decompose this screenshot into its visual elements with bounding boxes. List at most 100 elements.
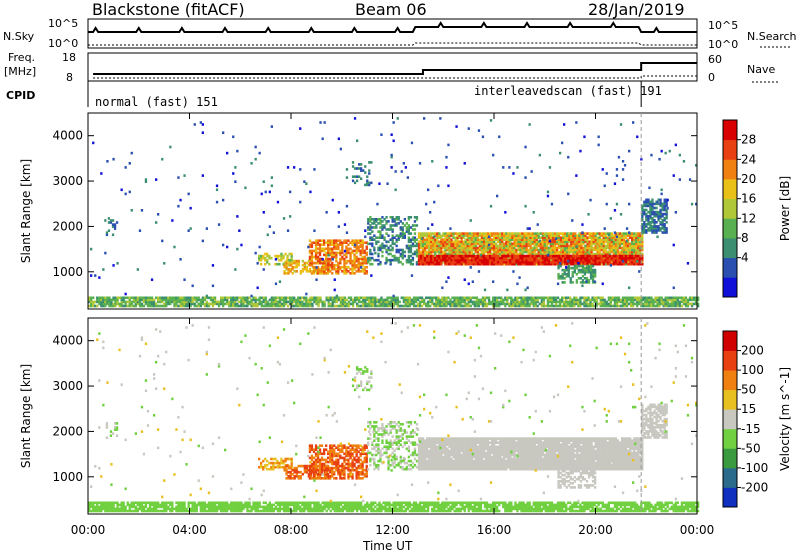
heatmap-cell [555, 250, 559, 254]
heatmap-cell [401, 228, 404, 231]
heatmap-cell [628, 231, 631, 234]
heatmap-cell [659, 229, 662, 232]
heatmap-cell [531, 260, 534, 264]
heatmap-cell [415, 216, 419, 219]
heatmap-cell [503, 242, 506, 246]
heatmap-cell [458, 250, 461, 254]
heatmap-cell [592, 258, 595, 262]
heatmap-cell [608, 254, 611, 258]
heatmap-cell [554, 304, 558, 308]
heatmap-cell [104, 219, 107, 222]
heatmap-cell [495, 234, 498, 237]
heatmap-cell [468, 238, 471, 241]
heatmap-cell [473, 296, 476, 300]
heatmap-cell [370, 300, 373, 304]
heatmap-cell [565, 268, 568, 272]
heatmap-cell [380, 133, 383, 136]
heatmap-cell [301, 267, 304, 271]
heatmap-cell [260, 304, 263, 308]
heatmap-cell [366, 296, 369, 300]
heatmap-cell [371, 226, 374, 229]
heatmap-cell [526, 304, 529, 308]
heatmap-cell [397, 256, 400, 260]
heatmap-cell [610, 232, 613, 235]
heatmap-cell [450, 238, 453, 241]
heatmap-cell [397, 260, 400, 264]
heatmap-cell [651, 198, 654, 202]
heatmap-cell [497, 260, 500, 264]
heatmap-cell [163, 296, 166, 300]
heatmap-cell [621, 298, 625, 302]
heatmap-cell [314, 243, 318, 246]
heatmap-cell [649, 208, 652, 212]
heatmap-cell [308, 257, 312, 261]
heatmap-cell [510, 304, 513, 308]
heatmap-cell [584, 244, 587, 248]
heatmap-cell [620, 250, 624, 254]
heatmap-cell [371, 262, 374, 266]
heatmap-cell [560, 232, 563, 235]
heatmap-cell [659, 208, 662, 212]
heatmap-cell [505, 248, 508, 252]
heatmap-cell [642, 298, 645, 302]
heatmap-cell [692, 296, 696, 300]
heatmap-cell [402, 300, 405, 304]
heatmap-cell [405, 222, 408, 225]
heatmap-cell [664, 302, 667, 306]
plot-title-station: Blackstone (fitACF) [92, 0, 245, 19]
heatmap-cell [612, 262, 616, 266]
heatmap-cell [509, 232, 512, 235]
heatmap-cell [370, 302, 373, 306]
colorbar-segment [723, 179, 737, 200]
heatmap-cell [264, 300, 267, 304]
heatmap-cell [478, 234, 482, 237]
heatmap-cell [606, 254, 609, 258]
heatmap-cell [361, 263, 364, 267]
heatmap-cell [657, 202, 660, 206]
heatmap-cell [527, 234, 530, 237]
heatmap-cell [574, 240, 577, 244]
heatmap-cell [92, 296, 95, 300]
heatmap-cell [222, 296, 225, 300]
heatmap-cell [177, 304, 180, 308]
heatmap-cell [420, 300, 424, 304]
heatmap-cell [305, 296, 308, 300]
heatmap-cell [290, 254, 293, 258]
heatmap-cell [618, 232, 622, 235]
heatmap-cell [482, 248, 486, 252]
heatmap-cell [643, 208, 646, 212]
heatmap-cell [207, 302, 211, 306]
heatmap-cell [308, 245, 312, 249]
heatmap-cell [244, 296, 247, 300]
heatmap-cell [568, 248, 571, 252]
heatmap-cell [297, 263, 300, 267]
heatmap-cell [557, 275, 560, 278]
heatmap-cell [562, 252, 565, 256]
heatmap-cell [606, 252, 609, 256]
heatmap-cell [515, 250, 518, 254]
heatmap-cell [531, 236, 534, 239]
heatmap-cell [462, 246, 465, 250]
heatmap-cell [634, 298, 637, 302]
heatmap-cell [505, 246, 508, 250]
heatmap-cell [450, 234, 453, 237]
heatmap-cell [415, 242, 419, 246]
heatmap-cell [568, 252, 571, 256]
freq-series-line [93, 62, 697, 75]
heatmap-cell [331, 253, 334, 257]
heatmap-cell [297, 261, 300, 265]
heatmap-cell [608, 256, 611, 260]
heatmap-cell [602, 256, 605, 260]
heatmap-cell [153, 302, 156, 306]
heatmap-cell [325, 255, 328, 259]
heatmap-cell [295, 259, 298, 263]
heatmap-cell [579, 277, 583, 280]
heatmap-cell [375, 218, 378, 221]
heatmap-cell [387, 248, 390, 252]
heatmap-cell [454, 262, 457, 266]
heatmap-cell [88, 501, 91, 505]
heatmap-cell [645, 223, 648, 226]
heatmap-cell [651, 231, 654, 234]
heatmap-cell [545, 244, 549, 248]
heatmap-cell [549, 260, 553, 264]
